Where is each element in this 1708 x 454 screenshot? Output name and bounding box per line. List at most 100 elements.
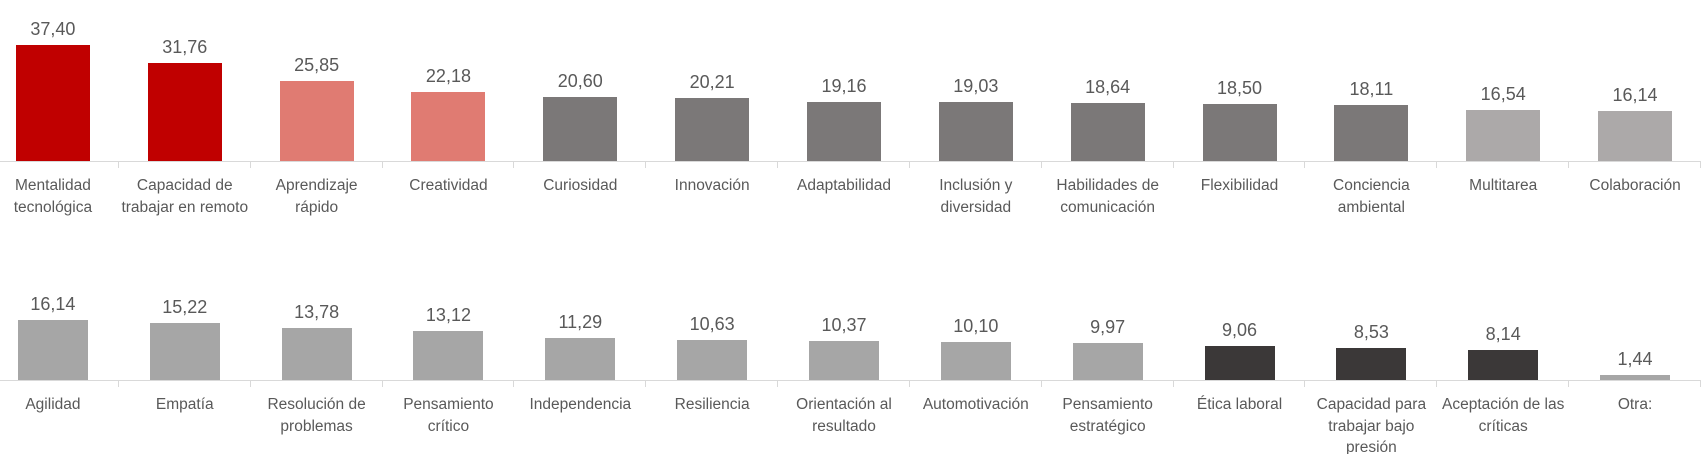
category-label: Agilidad	[25, 396, 81, 413]
category-label-cell: Curiosidad	[514, 161, 647, 197]
bar-slot: 9,97 Pensamiento estratégico	[1041, 280, 1174, 454]
category-label: Habilidades de comunicación	[1056, 177, 1159, 216]
x-axis-tick	[1304, 161, 1306, 168]
data-value-label: 9,97	[1090, 316, 1126, 337]
category-label: Colaboración	[1589, 177, 1681, 194]
bar-slot: 19,03 Inclusión y diversidad	[909, 0, 1042, 218]
category-label: Resolución de problemas	[267, 396, 366, 435]
bar[interactable]	[1336, 348, 1407, 380]
category-label: Adaptabilidad	[797, 177, 891, 194]
bar[interactable]	[938, 102, 1013, 161]
plot-area-cell: 16,14	[0, 280, 119, 380]
category-label-cell: Conciencia ambiental	[1305, 161, 1438, 218]
bar[interactable]	[279, 80, 354, 161]
x-axis-tick	[1568, 161, 1570, 168]
bar[interactable]	[545, 337, 616, 380]
data-value-label: 19,03	[953, 76, 999, 96]
bar-slot: 16,54 Multitarea	[1437, 0, 1570, 218]
bar[interactable]	[1204, 346, 1275, 380]
category-label: Curiosidad	[543, 177, 618, 194]
x-axis-tick	[1172, 380, 1174, 387]
bar[interactable]	[281, 328, 352, 380]
bar[interactable]	[411, 92, 486, 161]
bar[interactable]	[1598, 110, 1673, 161]
data-value-label: 16,54	[1480, 83, 1526, 104]
category-label-cell: Ética laboral	[1173, 380, 1306, 416]
bar[interactable]	[1466, 109, 1541, 161]
plot-area-cell: 22,18	[383, 0, 515, 161]
data-value-label: 20,60	[557, 71, 603, 92]
bar[interactable]	[543, 97, 618, 161]
plot-area-cell: 19,16	[778, 0, 910, 161]
category-label: Pensamiento estratégico	[1062, 396, 1153, 435]
plot-area-cell: 13,12	[383, 280, 515, 380]
bar-slot: 37,40 Mentalidad tecnológica	[0, 0, 119, 218]
bar[interactable]	[1202, 103, 1277, 161]
data-value-label: 16,14	[1612, 84, 1658, 105]
bar-slot: 13,78 Resolución de problemas	[250, 280, 383, 454]
category-label: Creatividad	[409, 177, 488, 194]
category-label-cell: Multitarea	[1437, 161, 1570, 197]
plot-area-cell: 25,85	[251, 0, 383, 161]
plot-area-cell: 8,53	[1305, 280, 1437, 380]
bar[interactable]	[413, 330, 484, 380]
bar[interactable]	[677, 340, 748, 380]
category-label-cell: Independencia	[514, 380, 647, 416]
bar[interactable]	[675, 98, 750, 161]
x-axis-tick	[777, 380, 779, 387]
bar[interactable]	[808, 341, 879, 380]
bar-slot: 15,22 Empatía	[118, 280, 251, 454]
plot-area-cell: 13,78	[251, 280, 383, 380]
bar[interactable]	[1468, 349, 1539, 380]
x-axis-tick	[1436, 161, 1438, 168]
x-axis-tick	[117, 380, 119, 387]
bar[interactable]	[806, 101, 881, 161]
bar[interactable]	[15, 45, 90, 161]
bar-slot: 10,10 Automotivación	[909, 280, 1042, 454]
bar[interactable]	[149, 322, 220, 380]
bar[interactable]	[940, 342, 1011, 380]
bar-slot: 1,44 Otra:	[1569, 280, 1701, 454]
bar[interactable]	[147, 62, 222, 161]
data-value-label: 18,50	[1216, 77, 1263, 98]
category-label: Automotivación	[922, 396, 1029, 413]
data-value-label: 10,37	[821, 315, 867, 336]
bar[interactable]	[1072, 342, 1143, 380]
bar-slot: 18,64 Habilidades de comunicación	[1041, 0, 1174, 218]
bar[interactable]	[1334, 104, 1409, 161]
bar-slot: 16,14 Agilidad	[0, 280, 119, 454]
bar[interactable]	[1070, 103, 1145, 161]
x-axis-tick	[513, 380, 515, 387]
category-label-cell: Mentalidad tecnológica	[0, 161, 119, 218]
category-label-cell: Resolución de problemas	[250, 380, 383, 437]
x-axis-tick	[1436, 380, 1438, 387]
category-label-cell: Resiliencia	[646, 380, 779, 416]
bar-slot: 13,12 Pensamiento crítico	[382, 280, 515, 454]
category-label-cell: Otra:	[1569, 380, 1701, 416]
data-value-label: 18,11	[1349, 78, 1394, 99]
x-axis-tick	[1304, 380, 1306, 387]
data-value-label: 13,12	[425, 304, 471, 325]
data-value-label: 25,85	[294, 54, 340, 75]
plot-area-cell: 16,14	[1569, 0, 1701, 161]
x-axis-tick	[1568, 380, 1570, 387]
x-axis-tick	[908, 380, 910, 387]
bar-slot: 10,63 Resiliencia	[646, 280, 779, 454]
bar-slot: 25,85 Aprendizaje rápido	[250, 0, 383, 218]
data-value-label: 13,78	[294, 302, 340, 323]
x-axis-tick	[117, 161, 119, 168]
x-axis-tick	[249, 380, 251, 387]
category-label-cell: Inclusión y diversidad	[909, 161, 1042, 218]
category-label-cell: Capacidad para trabajar bajo presión	[1305, 380, 1438, 454]
bar[interactable]	[1600, 374, 1671, 380]
category-label-cell: Pensamiento crítico	[382, 380, 515, 437]
bar-slot: 10,37 Orientación al resultado	[778, 280, 910, 454]
plot-area-cell: 37,40	[0, 0, 119, 161]
bar-slot: 9,06 Ética laboral	[1173, 280, 1306, 454]
bar[interactable]	[17, 319, 88, 380]
bar-slot: 20,21 Innovación	[646, 0, 779, 218]
x-axis-tick	[1040, 380, 1042, 387]
bar-slot: 19,16 Adaptabilidad	[778, 0, 910, 218]
data-value-label: 1,44	[1617, 348, 1653, 369]
